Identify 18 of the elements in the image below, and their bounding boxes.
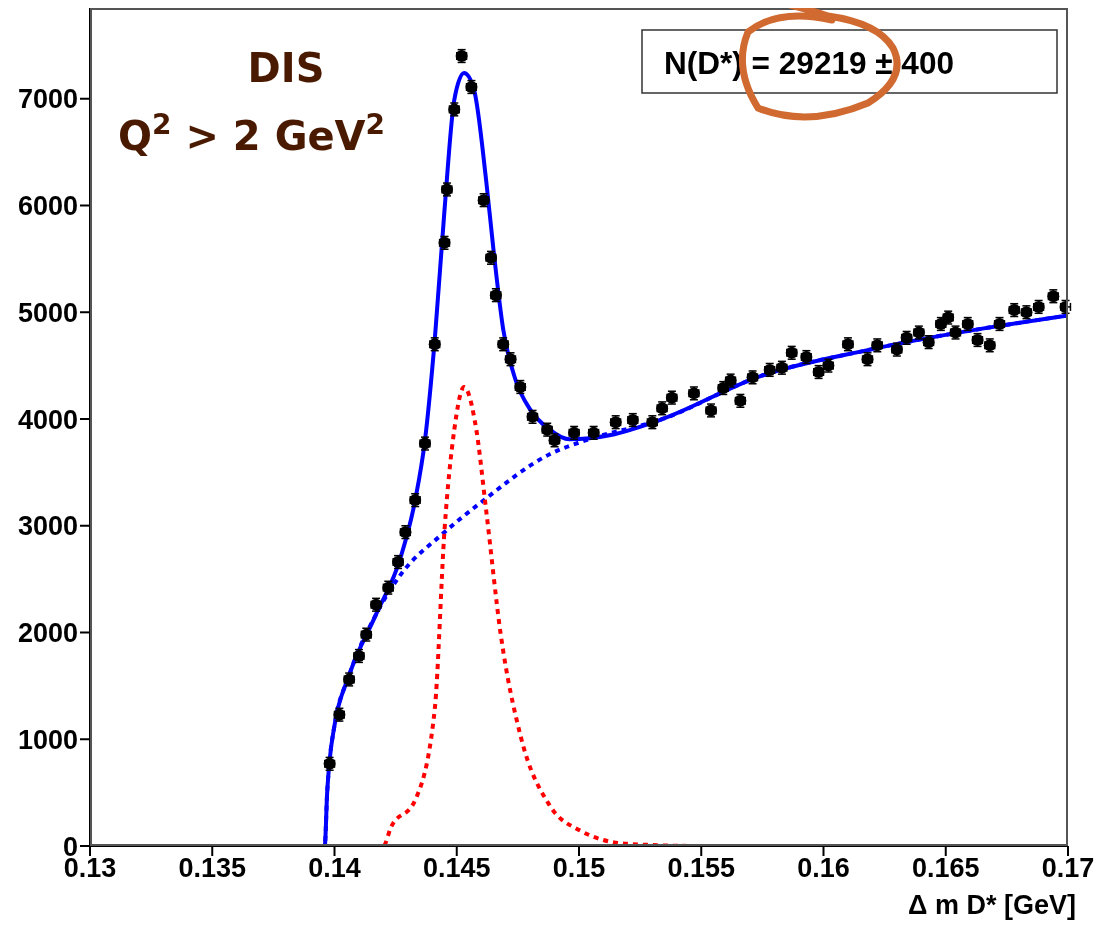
- x-tick-label: 0.14: [308, 853, 361, 884]
- y-tick-label: 7000: [17, 84, 78, 115]
- x-tick-label: 0.165: [911, 853, 980, 884]
- y-tick-label: 3000: [17, 511, 78, 542]
- annotation: Q$^{2}$ > 2 GeV$^{2}$: [118, 107, 386, 159]
- y-tick-label: 1000: [17, 724, 78, 755]
- y-tick-label: 5000: [17, 297, 78, 328]
- y-tick-label: 4000: [17, 404, 78, 435]
- x-tick-label: 0.17: [1041, 853, 1095, 884]
- x-tick-label: 0.145: [422, 853, 491, 884]
- x-tick-label: 0.155: [667, 853, 736, 884]
- x-tick-label: 0.135: [178, 853, 247, 884]
- x-axis-title: Δ m D* [GeV]: [908, 890, 1076, 921]
- y-tick-label: 2000: [17, 618, 78, 649]
- x-tick-label: 0.15: [552, 853, 606, 884]
- annotation: DIS: [247, 45, 325, 91]
- x-tick-label: 0.16: [797, 853, 850, 884]
- y-tick-label: 6000: [17, 191, 78, 222]
